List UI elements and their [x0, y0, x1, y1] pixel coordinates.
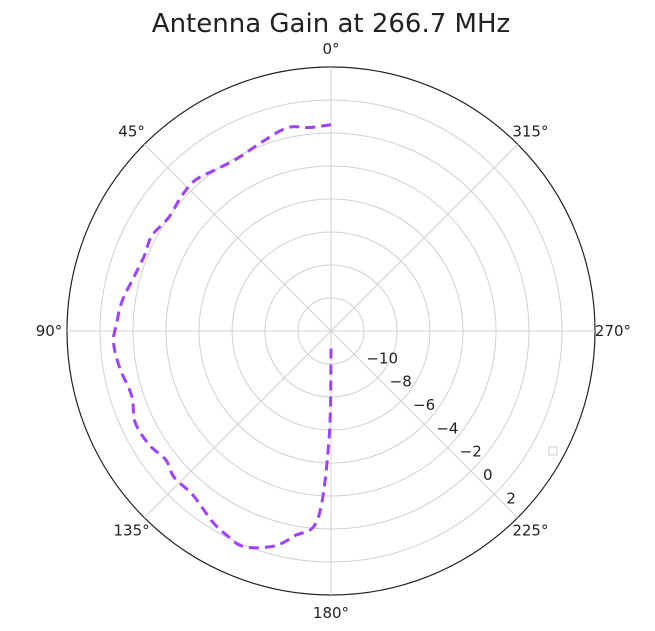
radial-tick-label: 0	[483, 466, 493, 484]
series-layer	[111, 123, 333, 550]
angle-tick-label: 225°	[512, 521, 548, 539]
angle-tick-label: 270°	[595, 322, 631, 340]
radial-tick-label: −4	[436, 419, 458, 437]
legend-marker	[548, 446, 558, 456]
radial-tick-labels: −10 −8−6−4−202	[366, 349, 516, 507]
series-line-0	[111, 123, 333, 550]
radial-tick-label: −2	[460, 443, 482, 461]
angle-tick-label: 180°	[313, 604, 349, 622]
radial-tick-label: −8	[390, 373, 412, 391]
grid-spoke-3	[143, 330, 332, 519]
angle-tick-label: 90°	[36, 322, 63, 340]
grid-spoke-7	[330, 143, 519, 332]
grid-spoke-1	[143, 143, 332, 332]
angle-tick-label: 135°	[114, 521, 150, 539]
radial-tick-label: −6	[413, 396, 435, 414]
radial-tick-label: −10	[366, 349, 398, 367]
angle-tick-label: 315°	[512, 123, 548, 141]
chart-title: Antenna Gain at 266.7 MHz	[152, 9, 510, 39]
radial-tick-label: 2	[506, 489, 516, 507]
angle-tick-label: 45°	[118, 123, 145, 141]
grid-spoke-5	[330, 330, 519, 519]
polar-grid	[67, 67, 595, 595]
angle-tick-labels: 0° 45° 90° 135° 180° 225° 270° 315°	[36, 40, 631, 622]
angle-tick-label: 0°	[322, 40, 339, 58]
